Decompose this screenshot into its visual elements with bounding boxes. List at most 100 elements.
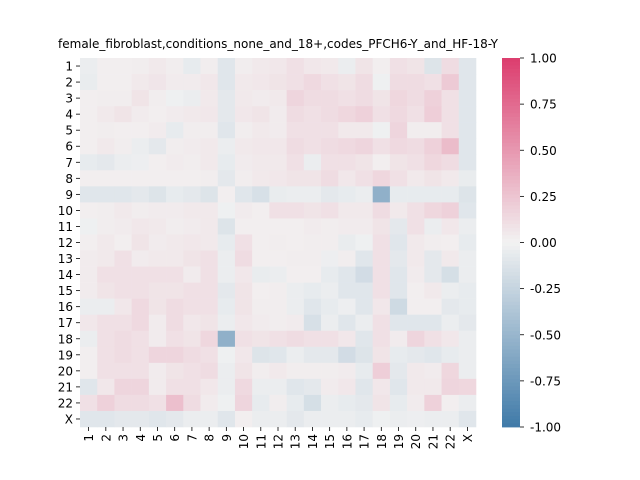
heatmap-cell xyxy=(148,218,167,235)
heatmap-cell xyxy=(338,314,356,332)
heatmap-cell xyxy=(441,346,460,364)
y-tick-label: 21 xyxy=(58,380,73,394)
heatmap-cell xyxy=(389,314,408,332)
heatmap-cell xyxy=(458,410,477,428)
heatmap-cell xyxy=(80,122,98,139)
heatmap-cell xyxy=(166,330,184,348)
heatmap-cell xyxy=(355,378,373,396)
heatmap-cell xyxy=(234,346,253,364)
colorbar-swatch xyxy=(502,334,520,339)
heatmap-cell xyxy=(407,282,425,299)
heatmap-cell xyxy=(407,314,425,332)
heatmap-cell xyxy=(269,138,287,155)
colorbar-tick-label: 0.25 xyxy=(530,190,557,204)
heatmap-cell xyxy=(183,346,201,364)
x-tick-label: 10 xyxy=(237,434,251,449)
x-tick-label: 7 xyxy=(185,434,199,442)
heatmap-cell xyxy=(183,362,201,380)
heatmap-cell xyxy=(303,298,322,315)
heatmap-cell xyxy=(424,170,442,187)
heatmap-cell xyxy=(252,314,270,332)
heatmap-cell xyxy=(286,378,305,396)
heatmap-cell xyxy=(372,314,391,332)
heatmap-cell xyxy=(321,186,339,203)
heatmap-cell xyxy=(80,410,98,428)
heatmap-cell xyxy=(131,58,150,75)
y-tick-label: 20 xyxy=(58,364,73,378)
heatmap-cell xyxy=(389,298,408,315)
heatmap-cell xyxy=(80,282,98,299)
x-tick-label: 14 xyxy=(306,434,320,449)
heatmap-cell xyxy=(252,170,270,187)
heatmap-cell xyxy=(372,106,391,123)
colorbar-swatch xyxy=(502,102,520,107)
heatmap-cell xyxy=(389,250,408,267)
heatmap-cell xyxy=(234,250,253,267)
heatmap-cell xyxy=(372,186,391,203)
heatmap-cell xyxy=(114,154,132,171)
colorbar-swatch xyxy=(502,165,520,170)
heatmap-cell xyxy=(321,90,339,107)
heatmap-cell xyxy=(97,266,115,283)
heatmap-cell xyxy=(407,186,425,203)
heatmap-cell xyxy=(303,90,322,107)
heatmap-cell xyxy=(372,330,391,348)
heatmap-cell xyxy=(234,298,253,315)
colorbar-swatch xyxy=(502,305,520,310)
heatmap-cell xyxy=(131,362,150,380)
heatmap-cell xyxy=(441,90,460,107)
colorbar-swatch xyxy=(502,150,520,155)
heatmap-cell xyxy=(338,58,356,75)
heatmap-cell xyxy=(338,362,356,380)
heatmap-cell xyxy=(338,202,356,219)
heatmap-cell xyxy=(217,330,236,348)
heatmap-cell xyxy=(200,314,219,332)
heatmap-cell xyxy=(389,410,408,428)
heatmap-cell xyxy=(424,186,442,203)
heatmap-cell xyxy=(286,330,305,348)
heatmap-cell xyxy=(217,266,236,283)
heatmap-cell xyxy=(114,122,132,139)
heatmap-cell xyxy=(355,362,373,380)
heatmap-cell xyxy=(424,58,442,75)
heatmap-cell xyxy=(424,234,442,251)
heatmap-cell xyxy=(424,314,442,332)
heatmap-cell xyxy=(80,58,98,75)
colorbar-swatch xyxy=(502,268,520,273)
heatmap-cell xyxy=(407,170,425,187)
heatmap-cell xyxy=(303,394,322,412)
heatmap-cell xyxy=(131,234,150,251)
colorbar-swatch xyxy=(502,69,520,74)
heatmap-cell xyxy=(407,202,425,219)
heatmap-cell xyxy=(424,74,442,91)
heatmap-cell xyxy=(407,234,425,251)
colorbar-swatch xyxy=(502,242,520,247)
heatmap-cell xyxy=(80,298,98,315)
heatmap-cell xyxy=(252,186,270,203)
heatmap-cell xyxy=(458,202,477,219)
y-tick-label: 2 xyxy=(65,76,73,90)
heatmap-cell xyxy=(217,378,236,396)
y-tick-label: 6 xyxy=(65,140,73,154)
heatmap-cell xyxy=(372,362,391,380)
heatmap-cell xyxy=(97,378,115,396)
heatmap-cell xyxy=(424,250,442,267)
colorbar-swatch xyxy=(502,257,520,262)
heatmap-cell xyxy=(407,330,425,348)
colorbar-swatch xyxy=(502,382,520,387)
heatmap-cell xyxy=(303,74,322,91)
heatmap-cell xyxy=(114,186,132,203)
colorbar-tick-label: 0.00 xyxy=(530,236,557,250)
heatmap-cell xyxy=(80,90,98,107)
heatmap-cell xyxy=(252,250,270,267)
heatmap-cell xyxy=(252,90,270,107)
colorbar-tick-label: -0.50 xyxy=(530,328,561,342)
heatmap-cell xyxy=(269,186,287,203)
heatmap-cell xyxy=(355,330,373,348)
colorbar-swatch xyxy=(502,349,520,354)
heatmap-cell xyxy=(355,202,373,219)
colorbar-swatch xyxy=(502,146,520,151)
heatmap-cell xyxy=(321,234,339,251)
colorbar-swatch xyxy=(502,264,520,269)
heatmap-cell xyxy=(166,58,184,75)
